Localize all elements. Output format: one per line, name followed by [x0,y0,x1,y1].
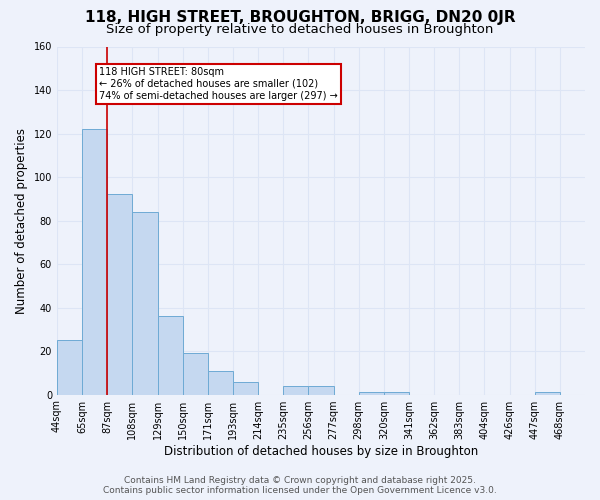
Bar [233,382,258,394]
Bar [384,392,409,394]
Text: Contains HM Land Registry data © Crown copyright and database right 2025.
Contai: Contains HM Land Registry data © Crown c… [103,476,497,495]
Bar [359,392,384,394]
Bar [57,340,82,394]
Bar [82,129,107,394]
Text: 118 HIGH STREET: 80sqm
← 26% of detached houses are smaller (102)
74% of semi-de: 118 HIGH STREET: 80sqm ← 26% of detached… [99,68,338,100]
Bar [107,194,133,394]
Bar [308,386,334,394]
Y-axis label: Number of detached properties: Number of detached properties [15,128,28,314]
Bar [133,212,158,394]
Bar [283,386,308,394]
Bar [208,370,233,394]
Bar [535,392,560,394]
Text: 118, HIGH STREET, BROUGHTON, BRIGG, DN20 0JR: 118, HIGH STREET, BROUGHTON, BRIGG, DN20… [85,10,515,25]
Bar [158,316,182,394]
Bar [182,353,208,395]
X-axis label: Distribution of detached houses by size in Broughton: Distribution of detached houses by size … [164,444,478,458]
Text: Size of property relative to detached houses in Broughton: Size of property relative to detached ho… [106,22,494,36]
